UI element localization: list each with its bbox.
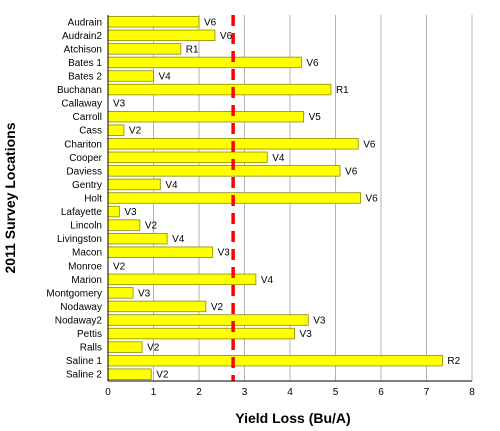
- x-tick-label: 8: [469, 387, 475, 398]
- category-label: Holt: [84, 194, 102, 205]
- bar: [107, 110, 305, 123]
- category-label: Nodaway: [60, 302, 102, 313]
- category-label: Gentry: [72, 180, 102, 191]
- x-tick-label: 3: [242, 387, 248, 398]
- bar-label: V4: [159, 72, 172, 83]
- bar: [107, 151, 268, 164]
- bar-label: V3: [124, 207, 137, 218]
- category-label: Macon: [72, 248, 102, 259]
- bar-label: V2: [147, 343, 160, 354]
- bar: [107, 16, 200, 28]
- bar: [107, 246, 214, 258]
- bar-labels: V6V6R1V6V4R1V3V5V2V6V4V6V4V6V3V2V4V3V2V4…: [113, 17, 461, 380]
- category-label: Callaway: [61, 99, 102, 110]
- category-label: Lafayette: [61, 207, 103, 218]
- bar-label: V6: [306, 58, 319, 69]
- bar: [107, 232, 168, 245]
- bar-label: V4: [261, 275, 274, 286]
- bar: [107, 56, 302, 69]
- category-label: Buchanan: [57, 85, 102, 96]
- bar: [107, 354, 443, 367]
- category-label: Bates 2: [68, 72, 102, 83]
- bar: [107, 165, 341, 177]
- bar-label: V4: [272, 153, 285, 164]
- bar-label: V3: [138, 288, 151, 299]
- bar-label: V2: [113, 261, 126, 272]
- category-label: Lincoln: [70, 221, 102, 232]
- x-tick-label: 0: [105, 387, 111, 398]
- category-label: Bates 1: [68, 58, 102, 69]
- category-label: Saline 2: [66, 370, 103, 381]
- bar: [107, 287, 134, 299]
- x-tick-label: 4: [287, 387, 293, 398]
- bar: [107, 341, 143, 353]
- category-label: Ralls: [80, 343, 102, 354]
- bar: [107, 29, 216, 42]
- x-tick-label: 1: [151, 387, 157, 398]
- category-label: Monroe: [68, 261, 102, 272]
- bar-label: V4: [172, 234, 185, 245]
- bar-label: V3: [113, 99, 126, 110]
- bar: [107, 314, 309, 326]
- x-tick-label: 7: [424, 387, 430, 398]
- category-label: Pettis: [77, 329, 102, 340]
- bar-label: R1: [336, 85, 349, 96]
- bar: [107, 205, 120, 218]
- bar-label: V6: [345, 166, 358, 177]
- bar: [107, 368, 152, 380]
- category-label: Chariton: [64, 139, 102, 150]
- bar-label: R1: [186, 44, 199, 55]
- bar-label: V6: [366, 194, 379, 205]
- bar: [107, 327, 295, 340]
- bar-label: V6: [363, 139, 376, 150]
- category-label: Carroll: [73, 112, 102, 123]
- bar: [107, 124, 125, 136]
- category-label: Montgomery: [46, 288, 102, 299]
- bar-label: V2: [211, 302, 224, 313]
- bar: [107, 83, 332, 96]
- bar-label: V3: [313, 316, 326, 327]
- bar-label: V6: [204, 17, 217, 28]
- category-label: Cooper: [69, 153, 102, 164]
- bar: [107, 300, 207, 313]
- bar-label: V6: [220, 31, 233, 42]
- category-label: Marion: [71, 275, 102, 286]
- y-axis-title: 2011 Survey Locations: [2, 122, 18, 273]
- category-label: Atchison: [64, 44, 102, 55]
- category-label: Livingston: [57, 234, 102, 245]
- bar: [107, 178, 161, 191]
- bar-label: R2: [447, 356, 460, 367]
- bar-label: V4: [165, 180, 178, 191]
- x-tick-label: 5: [333, 387, 339, 398]
- bar: [107, 219, 141, 231]
- category-label: Daviess: [66, 166, 102, 177]
- x-tick-labels: 0 1 2 3 4 5 6 7 8: [105, 387, 475, 398]
- bar-label: V3: [218, 248, 231, 259]
- category-labels: Audrain Audrain2 Atchison Bates 1 Bates 2 Buc…: [46, 17, 102, 380]
- category-label: Audrain: [68, 17, 102, 28]
- bar-label: V5: [309, 112, 322, 123]
- category-label: Cass: [79, 126, 102, 137]
- category-label: Saline 1: [66, 356, 103, 367]
- bar-label: V2: [145, 221, 158, 232]
- category-label: Audrain2: [62, 31, 102, 42]
- category-label: Nodaway2: [55, 316, 103, 327]
- bar-label: V3: [300, 329, 313, 340]
- bar: [107, 70, 154, 82]
- x-axis-title: Yield Loss (Bu/A): [235, 410, 350, 426]
- bar-label: V2: [156, 370, 169, 381]
- x-tick-label: 6: [378, 387, 384, 398]
- x-tick-label: 2: [196, 387, 202, 398]
- bar-label: V2: [129, 126, 142, 137]
- bar: [107, 43, 182, 55]
